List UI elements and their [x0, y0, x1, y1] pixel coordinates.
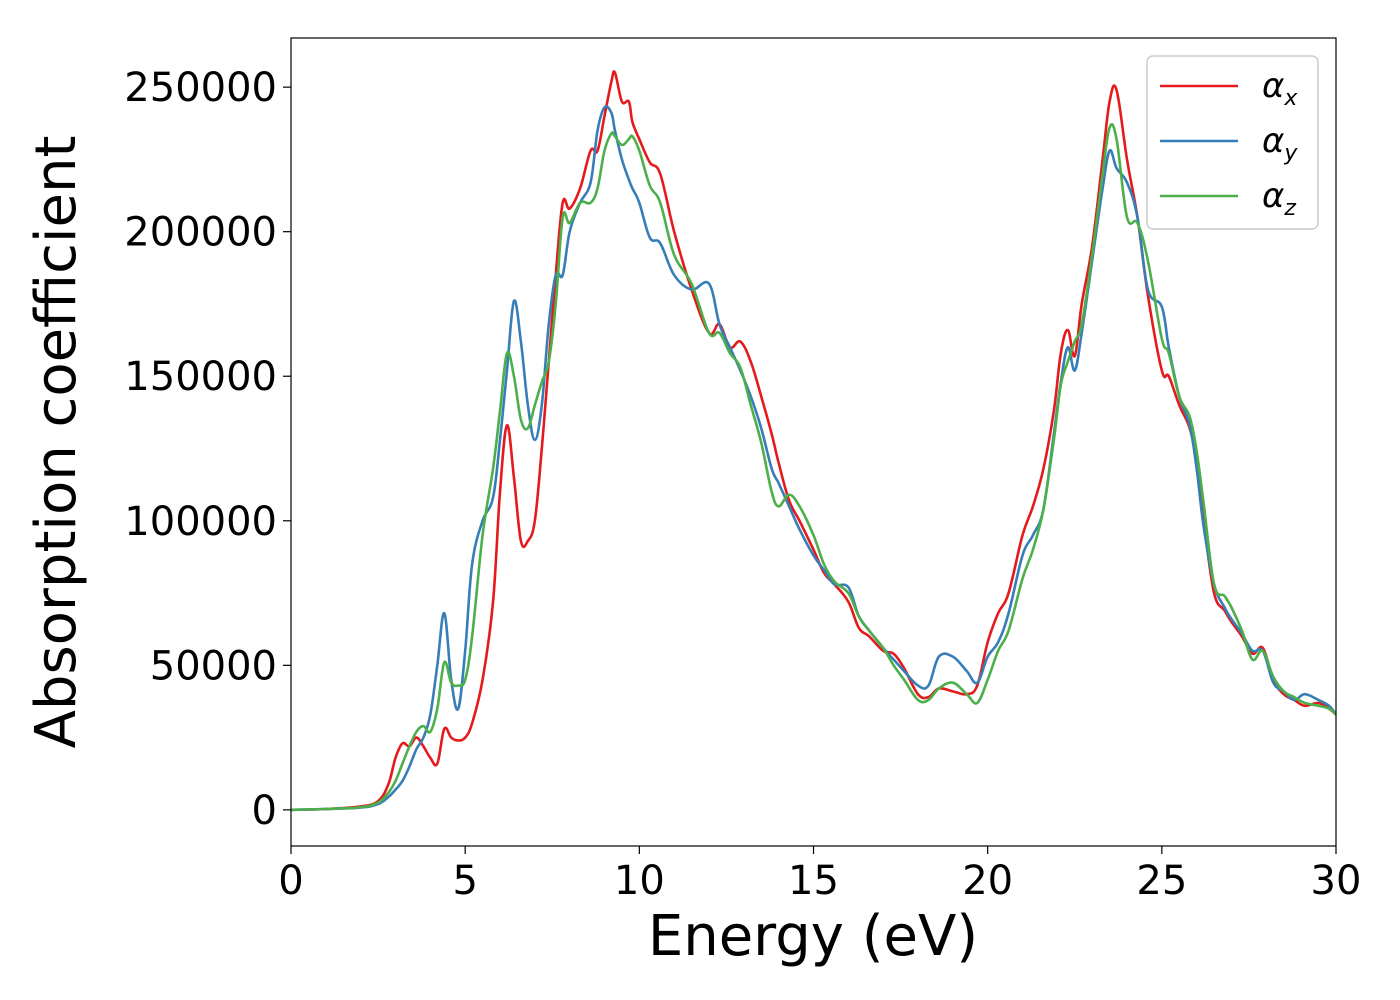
x-tick-label: 20: [962, 858, 1013, 904]
y-tick-label: 100000: [124, 499, 277, 545]
series-lines: [291, 70, 1336, 812]
x-axis-ticks: 0 5 10 15 20 25 30: [278, 846, 1361, 904]
series-line-z: [291, 122, 1336, 812]
x-axis-label: Energy (eV): [648, 904, 978, 969]
y-tick-label: 200000: [124, 210, 277, 256]
series-line-x: [291, 70, 1336, 812]
y-axis-ticks: 0 50000 100000 150000 200000 250000: [124, 65, 291, 834]
y-tick-label: 250000: [124, 65, 277, 111]
y-axis-label: Absorption coefficient: [24, 136, 89, 749]
x-tick-label: 25: [1136, 858, 1187, 904]
y-tick-label: 50000: [150, 643, 277, 689]
x-tick-label: 30: [1311, 858, 1362, 904]
x-tick-label: 10: [614, 858, 665, 904]
legend-label-y: αy: [1262, 121, 1298, 166]
x-tick-label: 0: [278, 858, 303, 904]
legend-box: [1146, 55, 1319, 230]
x-tick-label: 15: [788, 858, 839, 904]
legend: αx αy αz: [1146, 55, 1319, 230]
legend-label-x: αx: [1262, 66, 1298, 111]
x-tick-label: 5: [452, 858, 477, 904]
y-tick-label: 0: [252, 788, 277, 834]
legend-label-z: αz: [1262, 176, 1296, 221]
y-tick-label: 150000: [124, 354, 277, 400]
